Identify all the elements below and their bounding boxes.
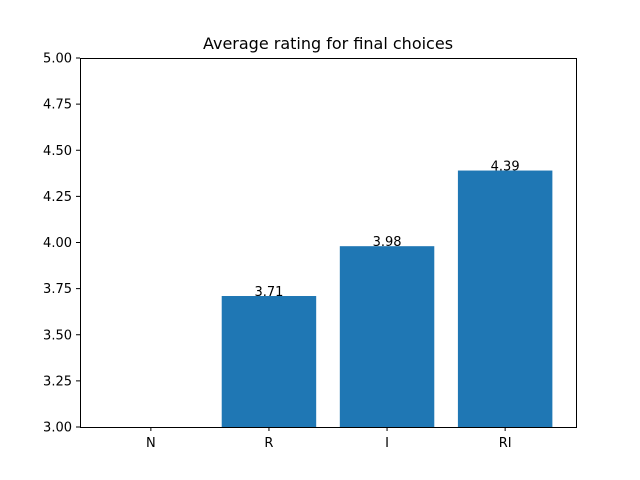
x-tick-label: N [146,436,156,451]
bars-group [221,170,553,428]
y-axis: 3.00 3.25 3.50 3.75 4.00 4.25 4.50 4.75 5.00 [43,52,80,436]
x-tick-label: R [264,436,273,451]
y-tick-label: 4.00 [43,236,72,251]
y-tick-label: 4.75 [43,98,72,113]
data-label-ri: 4.39 [491,160,520,175]
x-axis: N R I RI [146,427,512,451]
x-tick-label: RI [499,436,512,451]
data-label-r: 3.71 [254,285,283,300]
data-label-i: 3.98 [373,235,402,250]
y-tick-label: 4.25 [43,190,72,205]
bar-r [221,296,317,427]
y-tick-label: 5.00 [43,52,72,67]
y-tick-label: 3.25 [43,374,72,389]
y-tick-label: 3.75 [43,282,72,297]
data-labels-group: 3.71 3.98 4.39 [254,160,519,300]
y-tick-label: 3.00 [43,421,72,436]
x-tick-label: I [385,436,389,451]
y-tick-label: 4.50 [43,144,72,159]
plot-frame [80,58,577,428]
bar-ri [457,170,553,428]
bar-i [339,246,435,427]
y-tick-label: 3.50 [43,328,72,343]
chart-title: Average rating for final choices [203,34,453,53]
